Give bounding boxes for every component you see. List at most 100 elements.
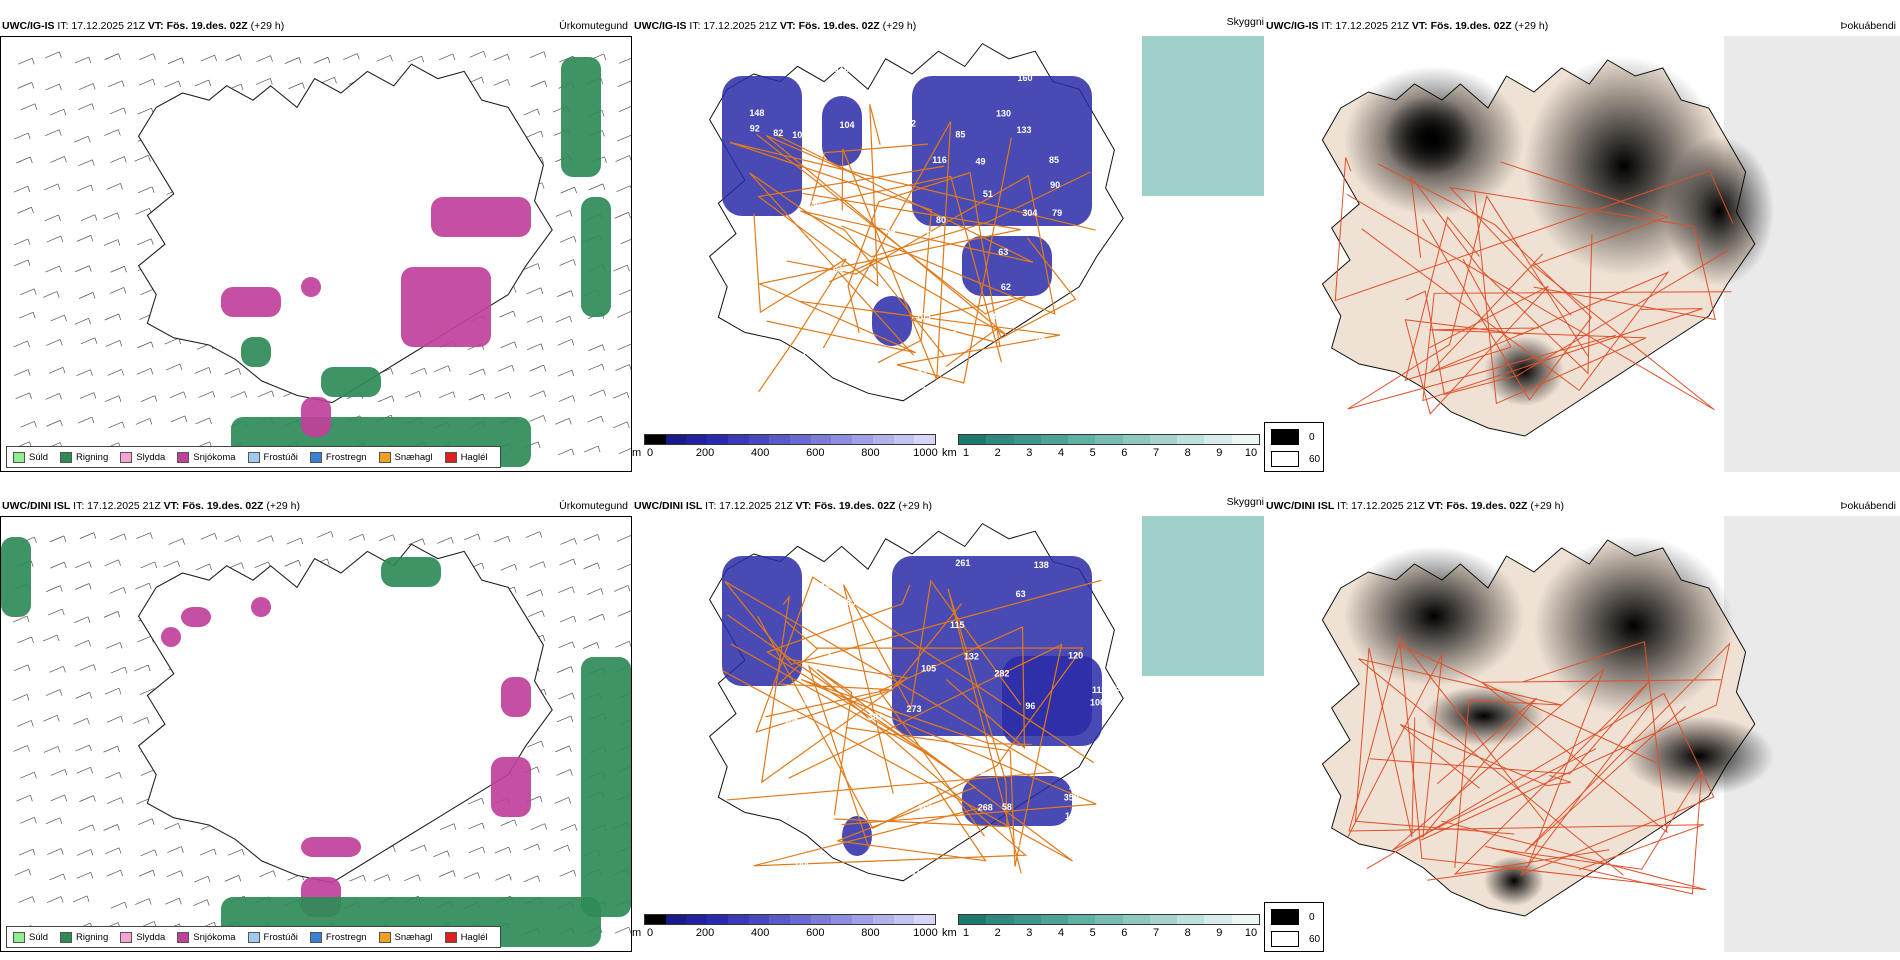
precip-area bbox=[301, 277, 321, 297]
cloud-base-label: 75 bbox=[1101, 351, 1111, 361]
wind-barb bbox=[164, 823, 180, 829]
legend-label: Frostregn bbox=[326, 932, 367, 943]
wind-barb bbox=[51, 795, 67, 801]
wind-barb bbox=[527, 288, 543, 294]
colorbar-segment bbox=[790, 915, 811, 924]
wind-barb bbox=[19, 312, 35, 318]
wind-barb bbox=[257, 536, 273, 542]
colorbar-segment bbox=[790, 435, 811, 444]
wind-barb bbox=[75, 562, 91, 568]
wind-barb bbox=[468, 823, 484, 829]
wind-barb bbox=[405, 391, 421, 397]
legend-label: Haglél bbox=[461, 932, 488, 943]
colorbar-tick: 600 bbox=[806, 927, 824, 939]
cloud-base-label: 132 bbox=[964, 652, 979, 662]
wind-barb bbox=[557, 716, 573, 722]
wind-barb bbox=[618, 81, 631, 87]
legend-item: Slydda bbox=[120, 452, 165, 463]
colorbar-tick: 6 bbox=[1121, 927, 1127, 939]
wind-barb bbox=[18, 58, 34, 64]
legend-label: Haglél bbox=[461, 452, 488, 463]
wind-barb bbox=[105, 560, 121, 566]
cloud-base-label: 100 bbox=[1090, 698, 1105, 708]
coastline bbox=[139, 544, 553, 882]
wind-barb bbox=[44, 184, 60, 190]
cloud-base-label: 63 bbox=[892, 90, 902, 100]
legend-swatch bbox=[177, 452, 189, 463]
wind-barb bbox=[14, 239, 30, 245]
wind-barb bbox=[558, 693, 574, 699]
wind-barb bbox=[524, 844, 540, 850]
fog-legend-label: 0 bbox=[1309, 912, 1315, 923]
colorbar-segment bbox=[831, 915, 852, 924]
wind-barb bbox=[80, 393, 96, 399]
legend-item: Frostúði bbox=[248, 452, 298, 463]
panel-header: UWC/IG-IS IT: 17.12.2025 21Z VT: Fös. 19… bbox=[1266, 20, 1548, 32]
wind-barb bbox=[50, 536, 66, 542]
wind-barb bbox=[108, 369, 124, 375]
wind-barb bbox=[560, 616, 576, 622]
wind-barb bbox=[138, 187, 154, 193]
wind-barb bbox=[105, 772, 121, 778]
wind-barb bbox=[557, 291, 573, 297]
legend-swatch bbox=[120, 452, 132, 463]
colorbar-segment bbox=[831, 435, 852, 444]
wind-barb bbox=[589, 614, 605, 620]
wind-barb bbox=[137, 239, 153, 245]
low-cloud-area bbox=[912, 76, 1092, 226]
legend-item: Snjókoma bbox=[177, 932, 235, 943]
legend-item: Súld bbox=[13, 452, 48, 463]
wind-barb bbox=[527, 741, 543, 747]
colorbar-segment bbox=[645, 435, 666, 444]
wind-barb bbox=[554, 845, 570, 851]
precip-area bbox=[581, 197, 611, 317]
cloud-base-label: 72 bbox=[845, 632, 855, 642]
fog-panel: UWC/IG-IS IT: 17.12.2025 21Z VT: Fös. 19… bbox=[1264, 10, 1900, 480]
wind-barb bbox=[75, 745, 91, 751]
wind-barb bbox=[618, 610, 631, 616]
wind-barb bbox=[200, 849, 216, 855]
wind-barb bbox=[14, 745, 30, 751]
wind-barb bbox=[106, 340, 122, 346]
wind-barb bbox=[20, 289, 36, 295]
precip-area bbox=[321, 367, 381, 397]
precip-area bbox=[501, 677, 531, 717]
cloud-base-label: 263 bbox=[918, 803, 933, 813]
wind-barb bbox=[613, 422, 629, 428]
wind-barb bbox=[49, 367, 65, 373]
wind-barb bbox=[619, 57, 631, 63]
wind-barb bbox=[167, 847, 183, 853]
fog-legend-item: 0 bbox=[1271, 429, 1315, 445]
colorbar-segment bbox=[1123, 435, 1150, 444]
colorbar-tick: 1 bbox=[963, 927, 969, 939]
wind-barb bbox=[258, 391, 274, 397]
cloud-base-label: 105 bbox=[916, 311, 931, 321]
cloud-base-label: 282 bbox=[994, 669, 1009, 679]
wind-barb bbox=[349, 875, 365, 881]
precip-map bbox=[0, 516, 632, 952]
wind-barb bbox=[141, 562, 157, 568]
wind-barb bbox=[108, 81, 124, 87]
wind-barb bbox=[134, 155, 150, 161]
wind-barb bbox=[615, 212, 631, 218]
wind-barb bbox=[20, 772, 36, 778]
wind-barb bbox=[558, 449, 574, 455]
cloud-base-label: 108 bbox=[870, 595, 885, 605]
cloud-base-label: 583 bbox=[841, 597, 856, 607]
wind-barb bbox=[439, 54, 455, 60]
legend-swatch bbox=[60, 452, 72, 463]
colorbar-tick: 200 bbox=[696, 927, 714, 939]
colorbar-segment bbox=[894, 435, 915, 444]
wind-barb bbox=[588, 364, 604, 370]
cloud-base-label: 104 bbox=[839, 120, 854, 130]
colorbar-segment bbox=[1014, 435, 1041, 444]
colorbar-tick: 1 bbox=[963, 447, 969, 459]
forecast-row: UWC/IG-IS IT: 17.12.2025 21Z VT: Fös. 19… bbox=[0, 10, 1900, 480]
precip-map bbox=[0, 36, 632, 472]
wind-barb bbox=[527, 131, 543, 137]
wind-barb bbox=[440, 824, 456, 830]
colorbar-segment bbox=[914, 435, 935, 444]
colorbar-segment bbox=[1068, 915, 1095, 924]
wind-barb bbox=[18, 82, 34, 88]
